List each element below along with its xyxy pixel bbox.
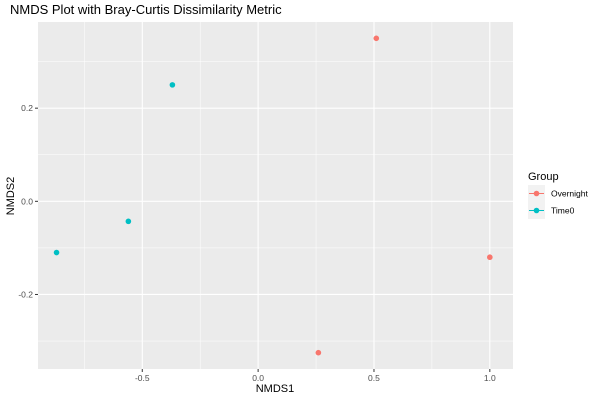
data-point-time0 [169,82,176,88]
x-tick-label: -0.5 [135,373,150,383]
x-tick-label: 0.5 [368,373,380,383]
y-tick-label: -0.2 [18,289,33,299]
legend-key-point [533,190,540,197]
x-tick-label: 0.0 [252,373,264,383]
legend-label: Overnight [551,189,588,199]
legend-keys: Overnight Time0 [528,185,588,219]
x-axis-ticks: -0.5 0.0 0.5 1.0 [135,369,496,383]
legend: Group Overnight Time0 [528,171,588,219]
minor-gridlines [38,22,513,369]
data-point-overnight [487,254,493,261]
y-axis-label: NMDS2 [5,177,17,216]
y-tick-label: 0.2 [21,103,33,113]
major-gridlines [38,22,513,369]
y-axis-ticks: -0.2 0.0 0.2 [18,103,38,299]
data-point-time0 [125,218,132,225]
data-points [53,35,493,356]
legend-label: Time0 [551,206,575,216]
data-point-time0 [53,249,60,256]
y-tick-label: 0.0 [21,196,33,206]
x-axis-label: NMDS1 [256,383,295,395]
plot-panel [38,22,513,369]
legend-key-point [533,207,540,214]
data-point-overnight [373,35,380,42]
x-tick-label: 1.0 [484,373,496,383]
data-point-overnight [315,349,322,356]
chart-title: NMDS Plot with Bray-Curtis Dissimilarity… [10,2,282,17]
legend-title: Group [528,171,559,183]
